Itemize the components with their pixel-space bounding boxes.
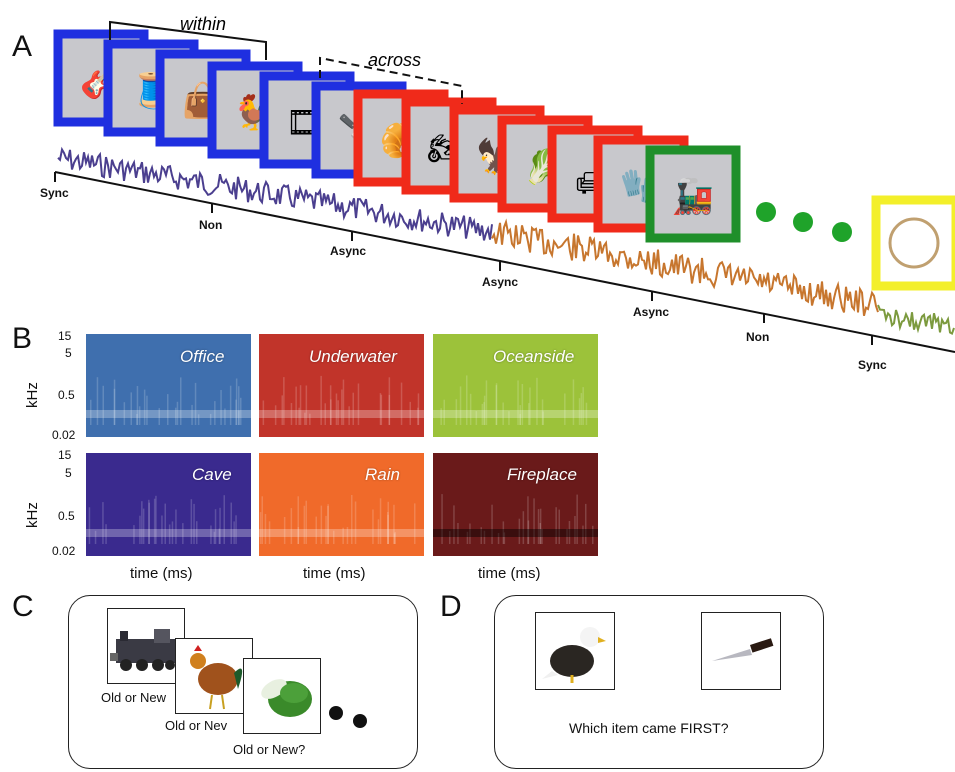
eagle-icon <box>542 627 606 683</box>
timeline-label: Sync <box>858 358 887 372</box>
train-icon <box>110 629 176 671</box>
waveform-segment <box>491 218 879 317</box>
y-tick: 5 <box>65 346 72 360</box>
continuation-dot <box>353 714 367 728</box>
panel-label-d: D <box>440 590 462 623</box>
y-tick: 0.02 <box>52 428 76 442</box>
knife-icon <box>712 638 774 661</box>
spectrogram-label-oceanside: Oceanside <box>493 347 575 366</box>
panel-label-a: A <box>12 30 33 63</box>
y-tick: 15 <box>58 329 72 343</box>
prompt-text: Old or New? <box>233 742 306 757</box>
spectrogram-rain <box>259 453 424 556</box>
spectrogram-label-rain: Rain <box>365 465 400 484</box>
waveform-segment <box>57 146 493 241</box>
prompt-text: Old or Nev <box>165 718 228 733</box>
stimulus-card-cabbage <box>243 658 321 734</box>
spectrogram-label-office: Office <box>180 347 225 366</box>
waveform-segment <box>877 304 955 336</box>
spectrogram-label-fireplace: Fireplace <box>507 465 577 484</box>
within-bracket: within <box>109 14 267 60</box>
spectrogram-label-cave: Cave <box>192 465 232 484</box>
x-axis-label: time (ms) <box>478 565 541 582</box>
rooster-icon <box>190 645 243 710</box>
timeline-ticks <box>54 172 873 345</box>
across-label: across <box>368 50 421 70</box>
y-tick: 0.5 <box>58 509 75 523</box>
spectrogram-fireplace <box>433 453 598 556</box>
image-sequence: 🎸🧵👜🐓🎞🔪🥐🏍🦅🥬🛋🧤🚂 <box>53 29 955 291</box>
continuation-dot <box>329 706 343 720</box>
timeline-label: Async <box>633 305 670 319</box>
stimulus-card-rooster <box>175 638 253 714</box>
spectrogram-oceanside <box>433 334 598 437</box>
spectrogram-label-underwater: Underwater <box>309 347 397 366</box>
within-label: within <box>180 14 226 34</box>
panel-label-b: B <box>12 322 33 355</box>
stimulus-card-train <box>107 608 185 684</box>
panel-label-c: C <box>12 590 34 623</box>
train-icon: 🚂 <box>672 177 714 216</box>
sound-waveform <box>57 146 955 336</box>
stimulus-card-eagle <box>535 612 615 690</box>
x-axis-label: time (ms) <box>130 565 193 582</box>
continuation-dot <box>832 222 852 242</box>
across-bracket: across <box>319 50 463 104</box>
cabbage-icon <box>261 679 312 717</box>
spectrogram-office <box>86 334 251 437</box>
question-text: Which item came FIRST? <box>569 720 729 736</box>
bracelet-icon <box>888 217 940 269</box>
y-tick: 15 <box>58 448 72 462</box>
spectrogram-cave <box>86 453 251 556</box>
continuation-dot <box>793 212 813 232</box>
timeline-label: Async <box>482 275 519 289</box>
y-tick: 5 <box>65 466 72 480</box>
timeline-label: Non <box>746 330 770 344</box>
continuation-dot <box>756 202 776 222</box>
x-axis-label: time (ms) <box>303 565 366 582</box>
timeline-axis <box>54 171 955 353</box>
spectrogram-underwater <box>259 334 424 437</box>
y-tick: 0.5 <box>58 388 75 402</box>
timeline-label: Sync <box>40 186 69 200</box>
frame-train: 🚂 <box>645 145 741 243</box>
timeline-label: Async <box>330 244 367 258</box>
panel-c-recognition-task: Old or New Old or Nev Old or New? <box>68 595 418 769</box>
timeline-label: Non <box>199 218 223 232</box>
y-tick: 0.02 <box>52 544 76 558</box>
frame-bracelet <box>871 195 955 291</box>
prompt-text: Old or New <box>101 690 167 705</box>
panel-d-order-task: Which item came FIRST? <box>494 595 824 769</box>
stimulus-card-knife <box>701 612 781 690</box>
